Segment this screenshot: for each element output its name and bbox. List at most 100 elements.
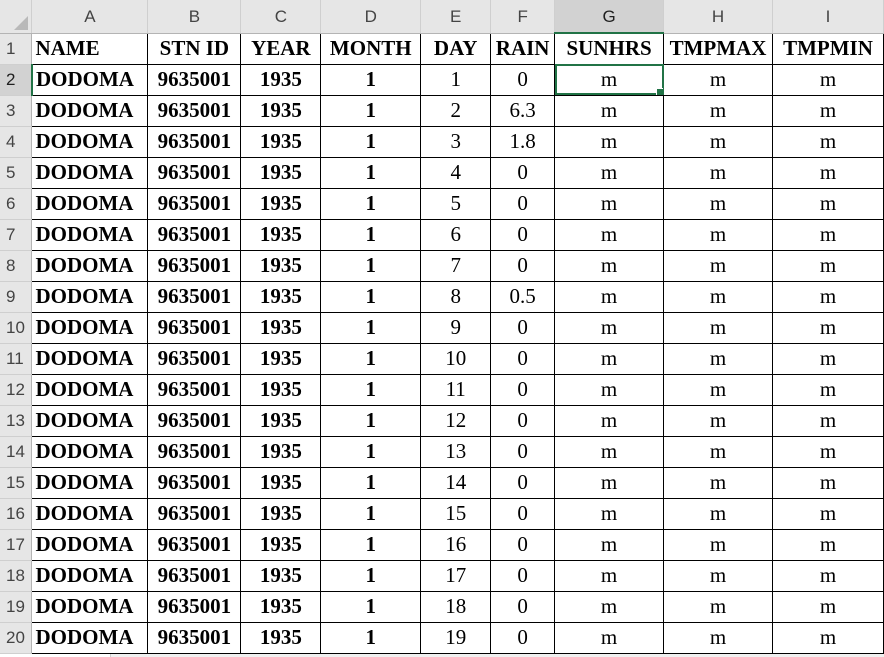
cell-b6[interactable]: 9635001	[147, 188, 242, 220]
row-header-3[interactable]: 3	[0, 95, 33, 127]
cell-c6[interactable]: 1935	[240, 188, 322, 220]
cell-a11[interactable]: DODOMA	[31, 343, 149, 375]
cell-d13[interactable]: 1	[320, 405, 422, 437]
cell-d18[interactable]: 1	[320, 560, 422, 592]
cell-f9[interactable]: 0.5	[490, 281, 556, 313]
cell-g14[interactable]: m	[554, 436, 665, 468]
cell-g3[interactable]: m	[554, 95, 665, 127]
cell-g6[interactable]: m	[554, 188, 665, 220]
cell-i5[interactable]: m	[772, 157, 884, 189]
cell-b15[interactable]: 9635001	[147, 467, 242, 499]
cell-g2[interactable]: m	[554, 64, 665, 96]
row-header-6[interactable]: 6	[0, 188, 33, 220]
cell-h5[interactable]: m	[663, 157, 773, 189]
cell-d11[interactable]: 1	[320, 343, 422, 375]
cell-i20[interactable]: m	[772, 622, 884, 654]
row-header-20[interactable]: 20	[0, 622, 33, 654]
cell-i11[interactable]: m	[772, 343, 884, 375]
cell-a9[interactable]: DODOMA	[31, 281, 149, 313]
row-header-16[interactable]: 16	[0, 498, 33, 530]
cell-c5[interactable]: 1935	[240, 157, 322, 189]
cell-e20[interactable]: 19	[420, 622, 492, 654]
cell-b7[interactable]: 9635001	[147, 219, 242, 251]
cell-f16[interactable]: 0	[490, 498, 556, 530]
cell-f6[interactable]: 0	[490, 188, 556, 220]
cell-h9[interactable]: m	[663, 281, 773, 313]
cell-c17[interactable]: 1935	[240, 529, 322, 561]
cell-a18[interactable]: DODOMA	[31, 560, 149, 592]
cell-h19[interactable]: m	[663, 591, 773, 623]
cell-b11[interactable]: 9635001	[147, 343, 242, 375]
cell-a13[interactable]: DODOMA	[31, 405, 149, 437]
cell-i3[interactable]: m	[772, 95, 884, 127]
cell-d10[interactable]: 1	[320, 312, 422, 344]
cell-d20[interactable]: 1	[320, 622, 422, 654]
cell-a14[interactable]: DODOMA	[31, 436, 149, 468]
cell-d6[interactable]: 1	[320, 188, 422, 220]
cell-h17[interactable]: m	[663, 529, 773, 561]
cell-h15[interactable]: m	[663, 467, 773, 499]
column-header-b[interactable]: B	[147, 0, 242, 34]
cell-g11[interactable]: m	[554, 343, 665, 375]
cell-b13[interactable]: 9635001	[147, 405, 242, 437]
cell-d17[interactable]: 1	[320, 529, 422, 561]
cell-f11[interactable]: 0	[490, 343, 556, 375]
cell-g4[interactable]: m	[554, 126, 665, 158]
cell-e3[interactable]: 2	[420, 95, 492, 127]
cell-f7[interactable]: 0	[490, 219, 556, 251]
cell-g16[interactable]: m	[554, 498, 665, 530]
cell-f14[interactable]: 0	[490, 436, 556, 468]
cell-c16[interactable]: 1935	[240, 498, 322, 530]
cell-b1[interactable]: STN ID	[147, 33, 242, 65]
cell-c15[interactable]: 1935	[240, 467, 322, 499]
fill-handle[interactable]	[656, 87, 663, 94]
cell-i13[interactable]: m	[772, 405, 884, 437]
cell-d16[interactable]: 1	[320, 498, 422, 530]
cell-g1[interactable]: SUNHRS	[554, 33, 665, 65]
row-header-14[interactable]: 14	[0, 436, 33, 468]
cell-h10[interactable]: m	[663, 312, 773, 344]
cell-h7[interactable]: m	[663, 219, 773, 251]
cell-f8[interactable]: 0	[490, 250, 556, 282]
cell-e12[interactable]: 11	[420, 374, 492, 406]
cell-e1[interactable]: DAY	[420, 33, 492, 65]
row-header-1[interactable]: 1	[0, 33, 33, 65]
column-header-d[interactable]: D	[320, 0, 422, 34]
cell-d5[interactable]: 1	[320, 157, 422, 189]
cell-d7[interactable]: 1	[320, 219, 422, 251]
cell-d15[interactable]: 1	[320, 467, 422, 499]
cell-e10[interactable]: 9	[420, 312, 492, 344]
cell-h11[interactable]: m	[663, 343, 773, 375]
cell-g8[interactable]: m	[554, 250, 665, 282]
cell-b16[interactable]: 9635001	[147, 498, 242, 530]
column-header-i[interactable]: I	[772, 0, 884, 34]
cell-c8[interactable]: 1935	[240, 250, 322, 282]
cell-i10[interactable]: m	[772, 312, 884, 344]
sheet-tab[interactable]	[0, 654, 111, 657]
cell-i17[interactable]: m	[772, 529, 884, 561]
column-header-h[interactable]: H	[663, 0, 773, 34]
column-header-c[interactable]: C	[240, 0, 322, 34]
column-header-g[interactable]: G	[554, 0, 665, 34]
cell-i7[interactable]: m	[772, 219, 884, 251]
cell-d14[interactable]: 1	[320, 436, 422, 468]
cell-h2[interactable]: m	[663, 64, 773, 96]
cell-h13[interactable]: m	[663, 405, 773, 437]
cell-b3[interactable]: 9635001	[147, 95, 242, 127]
cell-i2[interactable]: m	[772, 64, 884, 96]
row-header-8[interactable]: 8	[0, 250, 33, 282]
row-header-7[interactable]: 7	[0, 219, 33, 251]
cell-h20[interactable]: m	[663, 622, 773, 654]
cell-c3[interactable]: 1935	[240, 95, 322, 127]
cell-g19[interactable]: m	[554, 591, 665, 623]
cell-i12[interactable]: m	[772, 374, 884, 406]
column-header-a[interactable]: A	[31, 0, 149, 34]
cell-a6[interactable]: DODOMA	[31, 188, 149, 220]
cell-d9[interactable]: 1	[320, 281, 422, 313]
cell-b2[interactable]: 9635001	[147, 64, 242, 96]
cell-h18[interactable]: m	[663, 560, 773, 592]
cell-f5[interactable]: 0	[490, 157, 556, 189]
cell-d4[interactable]: 1	[320, 126, 422, 158]
cell-g13[interactable]: m	[554, 405, 665, 437]
cell-b20[interactable]: 9635001	[147, 622, 242, 654]
